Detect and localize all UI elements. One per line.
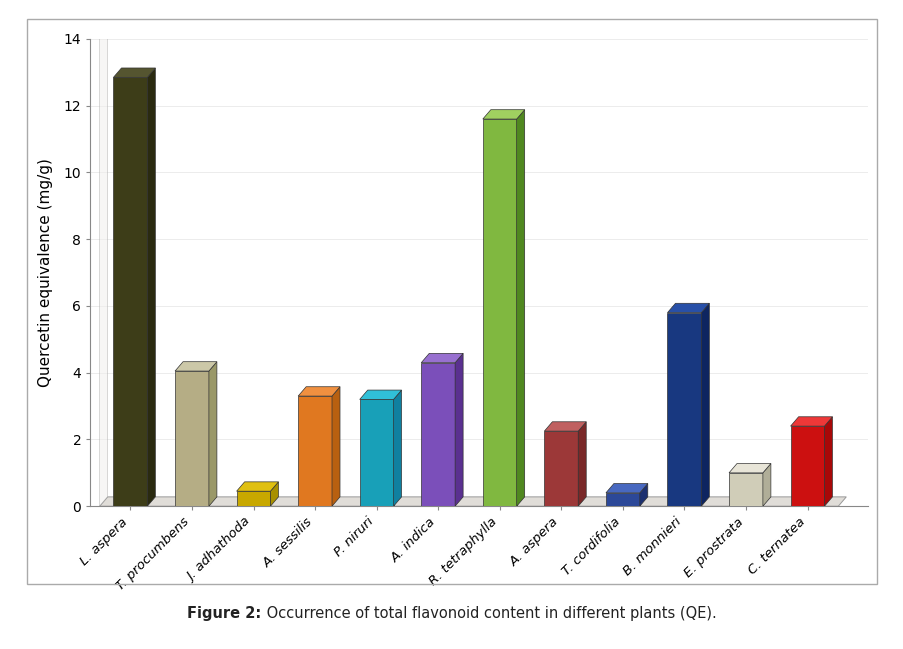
Text: Occurrence of total flavonoid content in different plants (QE).: Occurrence of total flavonoid content in… bbox=[262, 606, 716, 621]
Text: Figure 2:: Figure 2: bbox=[187, 606, 262, 621]
Polygon shape bbox=[666, 303, 709, 313]
Polygon shape bbox=[237, 491, 270, 506]
Polygon shape bbox=[175, 371, 209, 506]
Polygon shape bbox=[517, 110, 524, 506]
Polygon shape bbox=[298, 387, 340, 396]
Polygon shape bbox=[421, 363, 454, 506]
Polygon shape bbox=[544, 431, 578, 506]
Polygon shape bbox=[762, 463, 770, 506]
Polygon shape bbox=[175, 361, 217, 371]
Polygon shape bbox=[790, 417, 832, 426]
Polygon shape bbox=[790, 426, 824, 506]
Polygon shape bbox=[99, 497, 845, 506]
Polygon shape bbox=[209, 361, 217, 506]
Polygon shape bbox=[270, 482, 278, 506]
Polygon shape bbox=[482, 119, 517, 506]
Y-axis label: Quercetin equivalence (mg/g): Quercetin equivalence (mg/g) bbox=[38, 158, 52, 387]
Polygon shape bbox=[454, 353, 462, 506]
Polygon shape bbox=[237, 482, 278, 491]
Polygon shape bbox=[298, 396, 331, 506]
Polygon shape bbox=[147, 68, 155, 506]
Polygon shape bbox=[99, 30, 107, 506]
Polygon shape bbox=[482, 110, 524, 119]
Polygon shape bbox=[639, 484, 647, 506]
Polygon shape bbox=[114, 68, 155, 77]
Polygon shape bbox=[359, 399, 393, 506]
Polygon shape bbox=[544, 422, 585, 431]
Polygon shape bbox=[578, 422, 585, 506]
Polygon shape bbox=[605, 493, 639, 506]
Polygon shape bbox=[331, 387, 340, 506]
Polygon shape bbox=[728, 463, 770, 473]
Polygon shape bbox=[114, 77, 147, 506]
Polygon shape bbox=[393, 390, 401, 506]
Polygon shape bbox=[824, 417, 832, 506]
Polygon shape bbox=[666, 313, 701, 506]
Polygon shape bbox=[728, 473, 762, 506]
Polygon shape bbox=[701, 303, 709, 506]
Polygon shape bbox=[605, 484, 647, 493]
Polygon shape bbox=[359, 390, 401, 399]
Polygon shape bbox=[421, 353, 462, 363]
